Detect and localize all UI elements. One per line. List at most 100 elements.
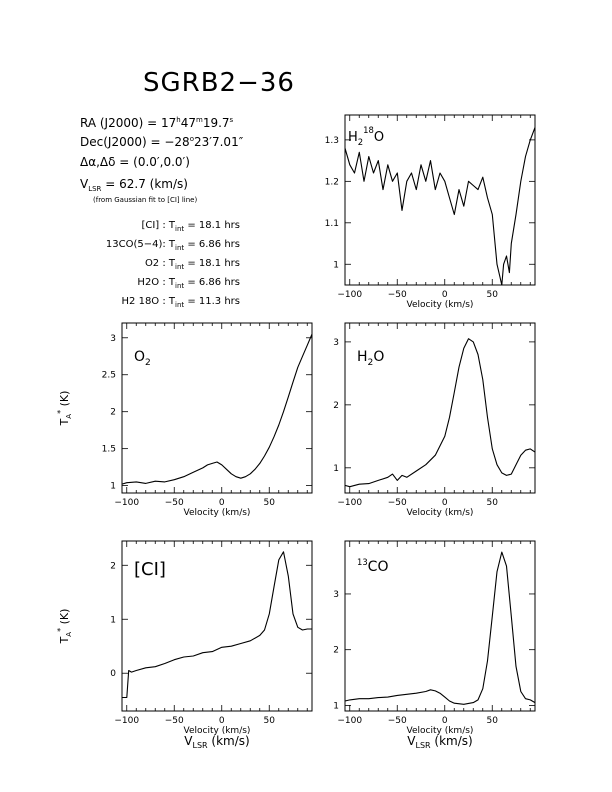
spectrum-line xyxy=(344,551,536,705)
x-tick-label: −50 xyxy=(388,498,407,508)
x-axis-title: Velocity (km/s) xyxy=(184,726,251,736)
plot-frame xyxy=(344,322,536,494)
x-tick-label: −100 xyxy=(114,498,139,508)
ra-line: RA (J2000) = 17h47m19.7s xyxy=(80,116,233,130)
y-tick-label: 1 xyxy=(333,701,339,711)
vlsr-axis-title: VLSR (km/s) xyxy=(184,734,249,750)
panel-label: [CI] xyxy=(134,559,166,580)
x-tick-label: −50 xyxy=(165,716,184,726)
spectrum-line xyxy=(121,333,313,485)
ra-m-unit: m xyxy=(196,116,203,124)
y-tick-label: 3 xyxy=(333,338,339,348)
integration-time-row: H2O : Tint = 6.86 hrs xyxy=(60,277,240,290)
y-tick-label: 2 xyxy=(110,408,116,418)
dec-label: Dec(J2000) = xyxy=(80,135,165,149)
vlsr-axis-title: VLSR (km/s) xyxy=(407,734,472,750)
plot-frame xyxy=(344,540,536,712)
x-tick-label: 0 xyxy=(219,498,225,508)
tint-sub: int xyxy=(175,263,185,271)
y-axis-title: TA* (K) xyxy=(56,609,73,645)
y-tick-label: 1.3 xyxy=(325,136,339,146)
panel-label: O2 xyxy=(134,349,151,368)
line-name: O2 : xyxy=(144,258,169,269)
y-tick-label: 1.1 xyxy=(325,219,339,229)
x-tick-label: 50 xyxy=(264,716,276,726)
integration-time-row: H2 18O : Tint = 11.3 hrs xyxy=(60,296,240,309)
integration-time-row: O2 : Tint = 18.1 hrs xyxy=(60,258,240,271)
spectrum-line xyxy=(344,127,536,286)
tint-label: T xyxy=(168,220,176,231)
tint-sub: int xyxy=(175,282,185,290)
x-axis-title: Velocity (km/s) xyxy=(407,300,474,310)
plot-frame xyxy=(121,322,313,494)
panel-label: H2O xyxy=(357,349,384,368)
x-tick-label: −100 xyxy=(337,716,362,726)
panel-label: H218O xyxy=(348,125,384,147)
ra-minutes: 47 xyxy=(180,116,196,130)
ra-s-unit: s xyxy=(229,116,234,124)
ra-label: RA (J2000) = xyxy=(80,116,161,130)
tint-value: = 6.86 hrs xyxy=(184,239,240,250)
panel-label: 13CO xyxy=(357,557,388,575)
vlsr-line: VLSR = 62.7 (km/s) xyxy=(80,177,188,193)
y-tick-label: 1.5 xyxy=(102,445,116,455)
spectrum-line xyxy=(122,551,312,699)
y-tick-label: 3 xyxy=(110,334,116,344)
x-tick-label: 0 xyxy=(442,290,448,300)
tint-value: = 18.1 hrs xyxy=(184,220,240,231)
dec-line: Dec(J2000) = −28o23′7.01″ xyxy=(80,135,243,149)
integration-time-row: [CI] : Tint = 18.1 hrs xyxy=(60,220,240,233)
x-tick-label: 50 xyxy=(487,716,499,726)
x-tick-label: 50 xyxy=(487,498,499,508)
vlsr-note: (from Gaussian fit to [CI] line) xyxy=(93,196,198,204)
x-tick-label: 0 xyxy=(442,716,448,726)
x-tick-label: −100 xyxy=(337,290,362,300)
plot-frame xyxy=(344,114,536,286)
x-axis-title: Velocity (km/s) xyxy=(184,508,251,518)
y-tick-label: 3 xyxy=(333,590,339,600)
x-tick-label: −100 xyxy=(337,498,362,508)
y-tick-label: 1 xyxy=(110,482,116,492)
tint-value: = 18.1 hrs xyxy=(184,258,240,269)
x-axis-title: Velocity (km/s) xyxy=(407,508,474,518)
y-tick-label: 1 xyxy=(333,260,339,270)
source-title: SGRB2−36 xyxy=(143,68,295,98)
y-tick-label: 2 xyxy=(110,561,116,571)
line-name: H2 18O : xyxy=(121,296,169,307)
dec-deg-unit: o xyxy=(189,135,194,143)
ra-hours: 17 xyxy=(161,116,177,130)
dec-degrees: −28 xyxy=(164,135,190,149)
ra-seconds: 19.7 xyxy=(202,116,230,130)
y-tick-label: 2.5 xyxy=(102,371,116,381)
x-tick-label: 0 xyxy=(442,498,448,508)
x-tick-label: 50 xyxy=(264,498,276,508)
vlsr-sub: LSR xyxy=(88,185,102,193)
tint-value: = 6.86 hrs xyxy=(184,277,240,288)
line-name: [CI] : xyxy=(141,220,169,231)
tint-label: T xyxy=(168,239,176,250)
vlsr-value: = 62.7 (km/s) xyxy=(101,177,188,191)
x-axis-title: Velocity (km/s) xyxy=(407,726,474,736)
x-tick-label: 50 xyxy=(487,290,499,300)
tint-sub: int xyxy=(175,244,185,252)
x-tick-label: −50 xyxy=(165,498,184,508)
tint-label: T xyxy=(168,258,176,269)
tint-sub: int xyxy=(175,225,185,233)
y-tick-label: 1.2 xyxy=(325,177,339,187)
spectrum-line xyxy=(344,338,536,488)
y-tick-label: 1 xyxy=(110,615,116,625)
vlsr-label: V xyxy=(80,177,89,191)
x-tick-label: −50 xyxy=(388,290,407,300)
tint-label: T xyxy=(168,277,176,288)
x-tick-label: −50 xyxy=(388,716,407,726)
y-tick-label: 0 xyxy=(110,669,116,679)
dec-rest: 23′7.01″ xyxy=(193,135,244,149)
integration-time-row: 13CO(5−4): Tint = 6.86 hrs xyxy=(60,239,240,252)
line-name: H2O : xyxy=(137,277,169,288)
x-tick-label: −100 xyxy=(114,716,139,726)
y-axis-title: TA* (K) xyxy=(56,391,73,427)
offset-line: Δα,Δδ = (0.0′,0.0′) xyxy=(80,155,190,169)
y-tick-label: 2 xyxy=(333,401,339,411)
